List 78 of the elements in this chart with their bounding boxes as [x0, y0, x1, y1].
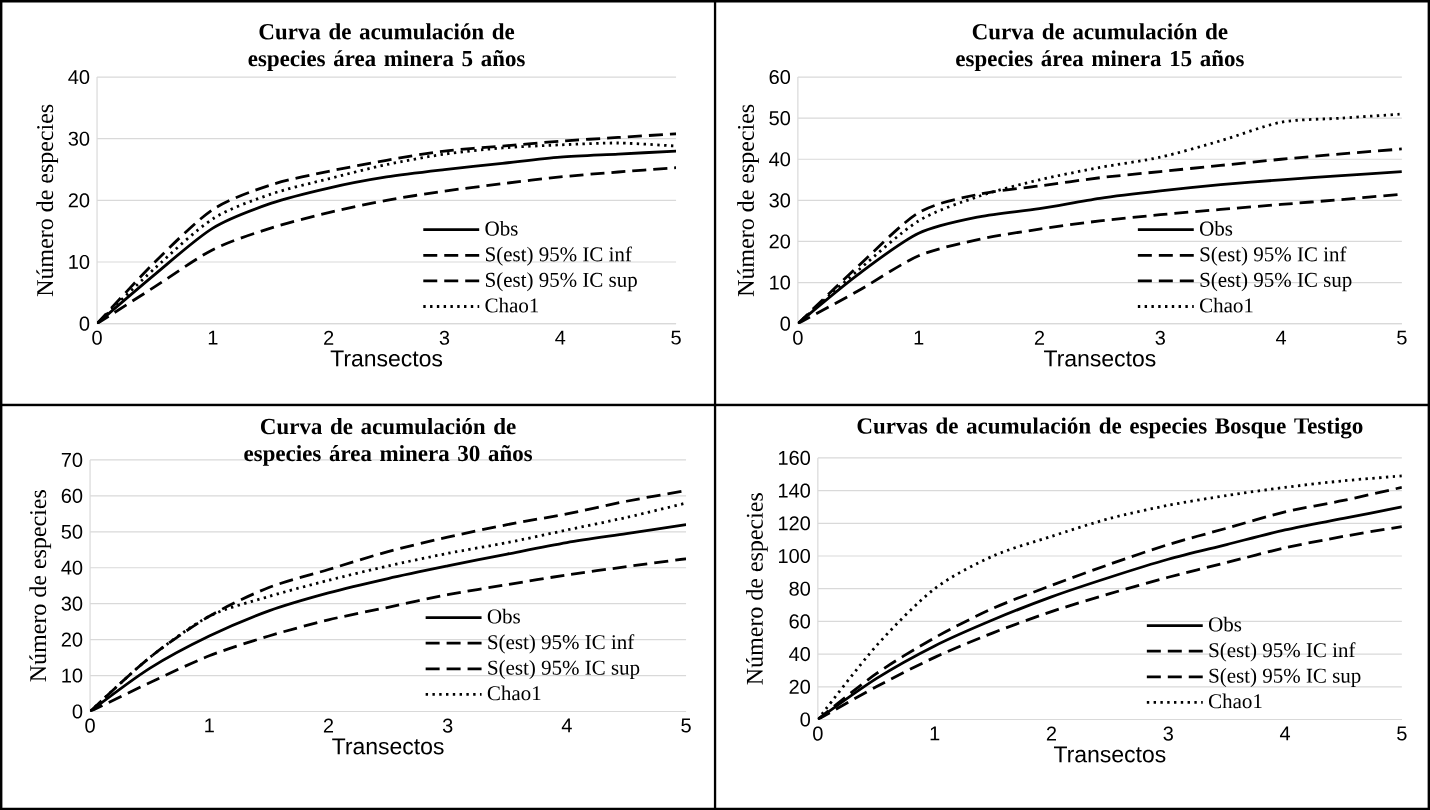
y-tick-label: 0: [780, 316, 791, 331]
x-tick-label: 4: [555, 330, 566, 345]
x-tick-label: 2: [1046, 726, 1057, 741]
y-tick-label: 10: [770, 275, 791, 290]
legend-label: Obs: [485, 220, 518, 236]
y-tick-label: 120: [779, 516, 811, 531]
x-tick-label: 1: [930, 726, 940, 741]
x-tick-label: 5: [1397, 726, 1407, 741]
y-tick-label: 0: [72, 704, 83, 719]
y-tick-label: 40: [61, 560, 83, 575]
y-tick-label: 20: [68, 193, 90, 208]
legend-label: Chao1: [487, 685, 541, 701]
x-tick-label: 2: [323, 718, 334, 733]
y-tick-label: 60: [789, 614, 811, 629]
y-tick-label: 60: [769, 69, 791, 85]
chart-title: Curvas de acumulación de especies Bosque Testigo: [857, 417, 1363, 439]
legend-label: S(est) 95% IC inf: [1200, 246, 1347, 266]
y-tick-label: 50: [769, 111, 791, 126]
y-tick-label: 160: [779, 450, 811, 465]
y-axis-title: Número de especies: [737, 104, 759, 297]
y-tick-label: 10: [69, 254, 90, 270]
x-tick-label: 0: [813, 726, 823, 741]
x-tick-label: 0: [92, 330, 102, 345]
x-tick-label: 5: [681, 718, 691, 733]
x-tick-label: 4: [1279, 726, 1291, 741]
y-axis-title: Número de especies: [746, 493, 768, 685]
x-tick-label: 4: [561, 718, 572, 733]
x-tick-label: 2: [324, 330, 334, 345]
x-axis-title: Transectos: [332, 738, 444, 755]
legend-label: Chao1: [1208, 693, 1262, 709]
chart-title: Curva de acumulación de especies área minera 30 años: [244, 418, 533, 466]
x-axis-title: Transectos: [1044, 350, 1156, 367]
y-tick-label: 10: [62, 668, 83, 683]
y-tick-label: 30: [68, 131, 90, 146]
legend-label: Chao1: [1200, 297, 1253, 313]
legend-label: Obs: [487, 608, 520, 624]
chart-title: Curva de acumulación de especies área minera 5 años: [248, 23, 525, 71]
y-tick-label: 100: [779, 548, 811, 564]
y-tick-label: 60: [61, 488, 83, 503]
x-tick-label: 3: [442, 718, 453, 733]
legend-label: S(est) 95% IC inf: [488, 634, 635, 654]
legend-label: S(est) 95% IC sup: [1200, 272, 1352, 292]
y-tick-label: 20: [789, 679, 811, 694]
x-tick-label: 3: [439, 330, 450, 345]
x-tick-label: 1: [205, 718, 214, 733]
x-axis-title: Transectos: [1053, 746, 1166, 763]
x-tick-label: 1: [208, 330, 218, 345]
y-tick-label: 50: [61, 524, 83, 539]
legend-label: Obs: [1208, 616, 1242, 632]
x-tick-label: 5: [671, 330, 681, 345]
y-tick-label: 30: [61, 596, 83, 611]
y-tick-label: 140: [779, 483, 811, 498]
y-tick-label: 0: [79, 316, 90, 331]
y-axis-title: Número de especies: [29, 490, 52, 682]
legend-label: Chao1: [485, 297, 539, 313]
x-axis-title: Transectos: [330, 350, 443, 367]
y-axis-title: Número de especies: [36, 104, 59, 297]
legend-label: S(est) 95% IC sup: [1209, 668, 1361, 688]
x-tick-label: 1: [914, 330, 924, 345]
legend-label: S(est) 95% IC inf: [1209, 642, 1356, 662]
x-tick-label: 3: [1163, 726, 1173, 741]
legend-label: Obs: [1200, 220, 1233, 236]
y-tick-label: 30: [769, 193, 791, 208]
legend-label: S(est) 95% IC inf: [486, 246, 632, 266]
y-tick-label: 20: [769, 234, 791, 249]
y-tick-label: 70: [61, 452, 83, 467]
x-tick-label: 2: [1034, 330, 1045, 345]
chart-title: Curva de acumulación de especies área minera 15 años: [956, 23, 1244, 71]
y-tick-label: 20: [61, 632, 83, 647]
y-tick-label: 40: [68, 69, 90, 85]
y-tick-label: 80: [789, 581, 811, 596]
x-tick-label: 5: [1397, 330, 1407, 345]
y-tick-label: 40: [789, 647, 811, 662]
legend-label: S(est) 95% IC sup: [488, 660, 640, 680]
x-tick-label: 3: [1155, 330, 1165, 345]
y-tick-label: 40: [769, 152, 791, 167]
legend-label: S(est) 95% IC sup: [486, 272, 637, 292]
x-tick-label: 4: [1275, 330, 1287, 345]
